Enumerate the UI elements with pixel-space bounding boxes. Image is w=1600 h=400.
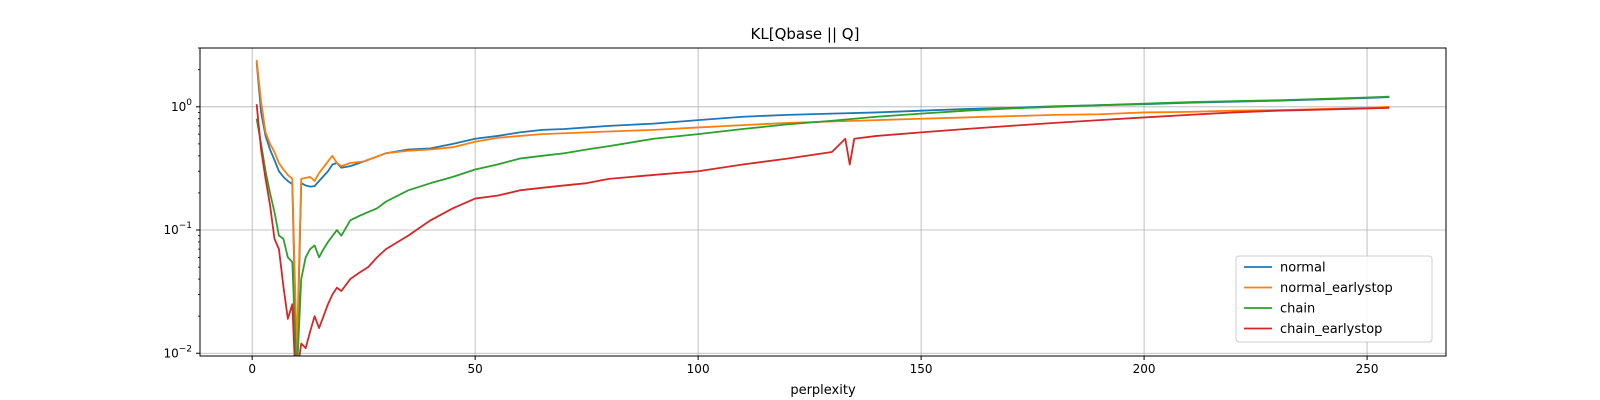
x-tick-label: 250 xyxy=(1356,362,1379,376)
y-tick-label: 100 xyxy=(171,98,192,114)
grid xyxy=(200,48,1446,356)
chart-title: KL[Qbase || Q] xyxy=(751,25,860,43)
series-line-chain xyxy=(255,95,1390,356)
x-axis-label: perplexity xyxy=(790,383,856,398)
series-lines xyxy=(255,59,1390,356)
legend-label-chain: chain xyxy=(1280,302,1315,317)
y-tick-label: 10−2 xyxy=(163,344,192,360)
legend-label-normal-earlystop: normal_earlystop xyxy=(1280,281,1393,296)
x-tick-label: 50 xyxy=(468,362,483,376)
legend-label-normal: normal xyxy=(1280,261,1326,276)
x-axis: 0 50 100 150 200 250 xyxy=(248,356,1379,376)
x-tick-label: 0 xyxy=(248,362,256,376)
plot-frame xyxy=(199,47,1447,357)
x-tick-label: 100 xyxy=(687,362,710,376)
series-line-chain-earlystop xyxy=(255,104,1390,356)
legend-box xyxy=(1235,255,1433,343)
series-line-normal-earlystop xyxy=(255,59,1390,355)
x-tick-label: 150 xyxy=(910,362,933,376)
plot-area xyxy=(255,59,1390,356)
y-axis: 10−2 10−1 100 xyxy=(163,47,200,360)
y-tick-label: 10−1 xyxy=(163,221,192,237)
legend-label-chain-earlystop: chain_earlystop xyxy=(1280,322,1382,337)
x-tick-label: 200 xyxy=(1133,362,1156,376)
